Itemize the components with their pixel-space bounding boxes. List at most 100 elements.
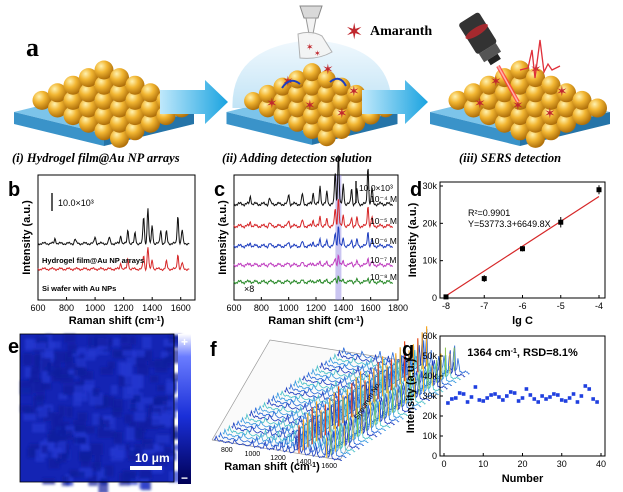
map-pixel xyxy=(88,336,98,349)
plot-frame xyxy=(439,181,606,299)
map-pixel xyxy=(41,358,51,372)
map-pixel xyxy=(119,472,131,486)
map-pixel xyxy=(161,351,173,358)
map-pixel xyxy=(79,451,93,460)
map-pixel xyxy=(45,334,53,344)
map-pixel xyxy=(98,480,109,492)
gold-nanoparticle xyxy=(141,113,160,133)
gold-nanoparticle xyxy=(317,128,336,147)
amaranth-molecule-icon: ✶ xyxy=(512,97,524,113)
map-pixel xyxy=(62,385,75,395)
data-point xyxy=(508,390,513,394)
gold-nanoparticle xyxy=(258,84,277,103)
diffusion-arrow xyxy=(329,77,347,87)
map-pixel xyxy=(40,441,55,450)
data-point xyxy=(473,385,478,389)
data-point xyxy=(493,392,497,396)
data-point xyxy=(587,387,592,391)
data-point xyxy=(571,392,576,396)
x-tick-label: -7 xyxy=(480,301,488,311)
gold-nanoparticle xyxy=(110,98,129,118)
map-pixel xyxy=(60,374,74,384)
map-pixel xyxy=(128,449,142,462)
map-pixel xyxy=(88,475,98,486)
map-pixel xyxy=(55,414,64,428)
map-pixel xyxy=(58,405,66,417)
data-point xyxy=(558,219,564,225)
data-point xyxy=(559,398,564,402)
map-pixel xyxy=(100,419,110,428)
gold-nanoparticle xyxy=(273,106,292,125)
map-pixel xyxy=(169,471,182,483)
map-pixel xyxy=(104,465,114,477)
map-pixel xyxy=(49,430,57,442)
x-tick-label: 1000 xyxy=(85,303,105,313)
r-squared-label: R²=0.9901 xyxy=(468,208,510,218)
map-pixel xyxy=(95,416,104,427)
x-tick-label: 1600 xyxy=(171,303,191,313)
spectrum-line xyxy=(37,247,190,272)
panel-letter-f: f xyxy=(210,339,217,361)
gold-nanoparticle xyxy=(510,75,530,95)
map-pixel xyxy=(63,334,76,343)
map-pixel xyxy=(112,407,122,418)
rsd-annotation: 1364 cm-1, RSD=8.1% xyxy=(467,347,578,359)
map-pixel xyxy=(149,400,158,409)
data-point xyxy=(450,397,454,401)
gold-nanoparticle xyxy=(448,90,468,110)
map-pixel xyxy=(166,382,177,395)
gold-nanoparticle xyxy=(541,90,561,110)
map-pixel xyxy=(100,367,114,375)
map-pixel xyxy=(51,447,62,458)
data-point xyxy=(524,387,529,391)
gold-nanoparticle xyxy=(510,106,530,126)
data-point xyxy=(469,395,474,399)
gold-nanoparticle xyxy=(79,83,98,103)
scalebar-label: 10 μm xyxy=(135,451,170,465)
gold-nanoparticle xyxy=(94,75,114,95)
gold-nanoparticle xyxy=(317,84,336,103)
map-pixel xyxy=(107,361,116,369)
gold-nanoparticle xyxy=(510,121,530,141)
map-pixel xyxy=(137,364,149,376)
map-pixel xyxy=(94,335,107,347)
map-pixel xyxy=(33,379,45,393)
gold-nanoparticle xyxy=(317,70,336,89)
data-point xyxy=(512,391,517,395)
map-pixel xyxy=(141,397,154,405)
map-pixel xyxy=(92,388,100,397)
map-pixel xyxy=(20,380,33,395)
substrate-side xyxy=(14,112,104,146)
gold-nanoparticle xyxy=(63,90,83,110)
map-pixel xyxy=(67,343,77,354)
map-pixel xyxy=(85,426,95,434)
substrate-side xyxy=(430,112,520,146)
data-point xyxy=(489,393,493,397)
x-tick-label: 1400 xyxy=(333,303,353,313)
gold-nanoparticle xyxy=(495,98,514,118)
map-pixel xyxy=(41,445,48,454)
map-pixel xyxy=(97,427,111,438)
data-point xyxy=(595,400,599,404)
spectrum-trace xyxy=(213,426,343,462)
data-point xyxy=(477,398,482,402)
map-pixel xyxy=(112,349,125,358)
map-pixel xyxy=(20,404,32,413)
gold-nanoparticle xyxy=(79,113,98,133)
map-pixel xyxy=(76,357,87,367)
map-pixel xyxy=(84,380,95,394)
map-pixel xyxy=(27,447,36,458)
amaranth-legend: ✶ Amaranth xyxy=(345,19,432,44)
map-pixel xyxy=(162,400,172,408)
gold-nanoparticle xyxy=(288,113,307,132)
gold-nanoparticle xyxy=(464,98,483,118)
process-arrow-2 xyxy=(362,80,428,124)
substrate-side xyxy=(226,112,312,145)
series-label: 10⁻⁵ M xyxy=(370,216,397,226)
map-pixel xyxy=(23,413,36,421)
gold-nanoparticle xyxy=(347,84,366,103)
data-point xyxy=(497,395,501,399)
series-label: 10⁻⁴ M xyxy=(370,194,397,204)
map-pixel xyxy=(134,412,146,422)
